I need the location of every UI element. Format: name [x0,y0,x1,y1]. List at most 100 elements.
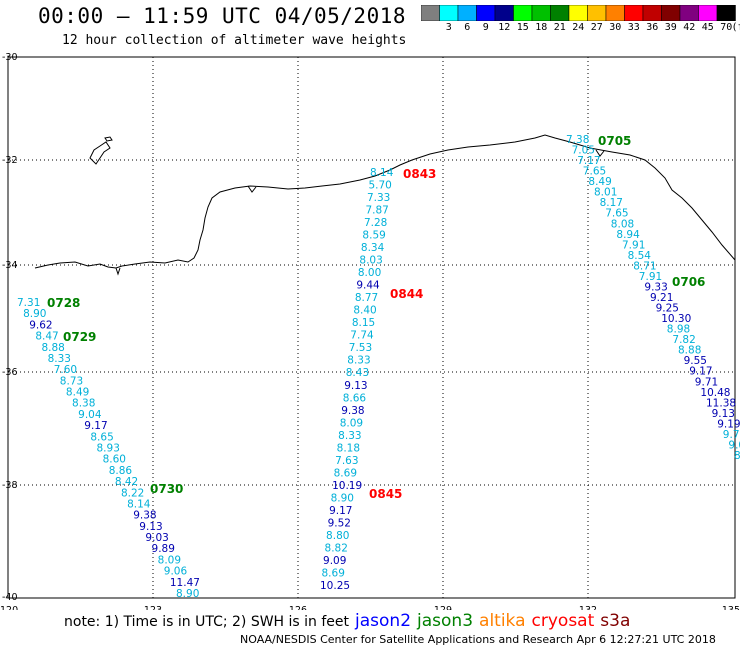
lat-label: -40 [2,592,18,603]
satellite-jason3: jason3 [417,611,474,631]
wave-height-value: 8.71 [633,260,656,272]
legend-label: 12 [498,22,511,33]
wave-height-value: 10.48 [700,387,730,399]
track-central: 8.145.707.337.877.288.598.348.038.009.44… [320,167,436,592]
wave-height-value: 9.03 [145,532,168,544]
wave-height-map: -30-32-34-36-38-40120123126129132135 8.1… [0,52,740,610]
wave-height-value: 8.77 [355,292,378,304]
wave-height-value: 8.47 [35,331,58,343]
lat-label: -32 [2,155,18,166]
credit-line: NOAA/NESDIS Center for Satellite Applica… [240,633,716,646]
legend-label: 9 [482,22,489,33]
wave-height-value: 8.49 [66,387,89,399]
pass-time-label: 0706 [672,275,705,289]
wave-height-value: 8.40 [353,305,376,317]
wave-height-value: 8.09 [158,554,181,566]
legend-label: 27 [590,22,603,33]
wave-height-value: 7.65 [605,208,628,220]
lon-label: 120 [0,605,18,610]
wave-height-value: 9.89 [152,543,175,555]
wave-height-value: 8.93 [97,443,120,455]
satellite-s3a: s3a [600,611,631,631]
island-ne [104,136,113,142]
legend-label: 24 [572,22,585,33]
wave-height-value: 9.13 [712,408,735,420]
wave-height-value: 8.88 [41,342,64,354]
wave-height-value: 9.04 [78,409,102,421]
wave-height-value: 9.38 [341,405,364,417]
wave-height-value: 9.17 [329,505,352,517]
legend-label: 3 [445,22,452,33]
wave-height-value: 8.08 [611,218,634,230]
wave-height-value: 7.65 [583,166,606,178]
wave-height-value: 8.69 [322,567,345,579]
wave-height-value: 9.71 [695,376,718,388]
altimeter-tracks: 8.145.707.337.877.288.598.348.038.009.44… [17,134,740,600]
pass-time-label: 0728 [47,296,80,310]
wave-height-value: 8.65 [90,431,113,443]
wave-height-value: 9.21 [650,292,673,304]
wave-height-value: 8.03 [359,255,382,267]
inlet-central [247,185,257,193]
wave-height-value: 8.00 [358,267,381,279]
wave-height-value: 8.90 [176,588,199,600]
wave-height-value: 9.17 [84,420,107,432]
wave-height-value: 8.17 [600,197,623,209]
legend-label: 45 [701,22,714,33]
satellite-altika: altika [479,611,526,631]
wave-height-value: 7.53 [349,342,372,354]
wave-height-value: 8.34 [361,242,385,254]
legend-label: 21 [553,22,566,33]
lon-label: 126 [289,605,307,610]
lon-label: 123 [144,605,162,610]
legend-label: 36 [646,22,659,33]
wave-height-value: 9.25 [656,303,679,315]
wave-height-value: 7.38 [566,134,589,146]
lat-label: -36 [2,367,18,378]
axis-labels: -30 -32 -34 -36 -38 -40 120 123 126 129 132 135 [0,52,740,610]
wave-height-value: 8.60 [103,454,126,466]
legend-label: 30 [609,22,622,33]
wave-height-value: 8.54 [628,250,652,262]
wave-height-value: 7.87 [365,205,388,217]
legend-label: 6 [464,22,471,33]
wave-height-value: 10.25 [320,580,350,592]
wave-height-value: 8. [734,450,740,462]
inlet-west [115,267,121,276]
legend-label: 39 [664,22,677,33]
satellite-jason2: jason2 [355,611,412,631]
wave-height-value: 8.66 [343,392,367,404]
wave-height-value: 8.69 [334,467,357,479]
wave-height-value: 8.33 [347,355,370,367]
wave-height-value: 8.38 [72,398,95,410]
wave-height-value: 8.73 [60,375,83,387]
coastline [34,134,736,276]
wave-height-value: 8.18 [337,442,360,454]
australia-south-coast [34,134,736,269]
satellite-key: jason2 jason3 altika cryosat s3a [349,611,631,631]
wave-height-value: 7.17 [577,155,600,167]
pass-time-label: 0845 [369,487,402,501]
wave-height-value: 9.76 [723,429,740,441]
wave-height-value: 7.63 [335,455,358,467]
wave-height-value: 9.13 [344,380,367,392]
lon-label: 129 [434,605,452,610]
wave-height-value: 9.19 [717,418,740,430]
wave-height-value: 8.09 [340,417,363,429]
wave-height-value: 9.52 [328,517,351,529]
map-title: 00:00 – 11:59 UTC 04/05/2018 [38,4,407,28]
wave-height-value: 9.62 [29,319,52,331]
wave-height-value: 8.49 [588,176,611,188]
wave-height-value: 8.98 [667,324,690,336]
map-subtitle: 12 hour collection of altimeter wave hei… [62,33,407,48]
wave-height-value: 8.33 [48,353,71,365]
legend-label: 70 [720,22,733,33]
wave-height-value: 8.14 [370,167,394,179]
wave-height-value: 8.80 [326,530,349,542]
wave-height-value: 7.31 [17,297,40,309]
wave-height-value: 8.59 [362,230,385,242]
wave-height-value: 9.44 [356,280,380,292]
note-text: note: 1) Time is in UTC; 2) SWH is in fe… [64,614,350,630]
wave-height-value: 9.13 [139,521,162,533]
